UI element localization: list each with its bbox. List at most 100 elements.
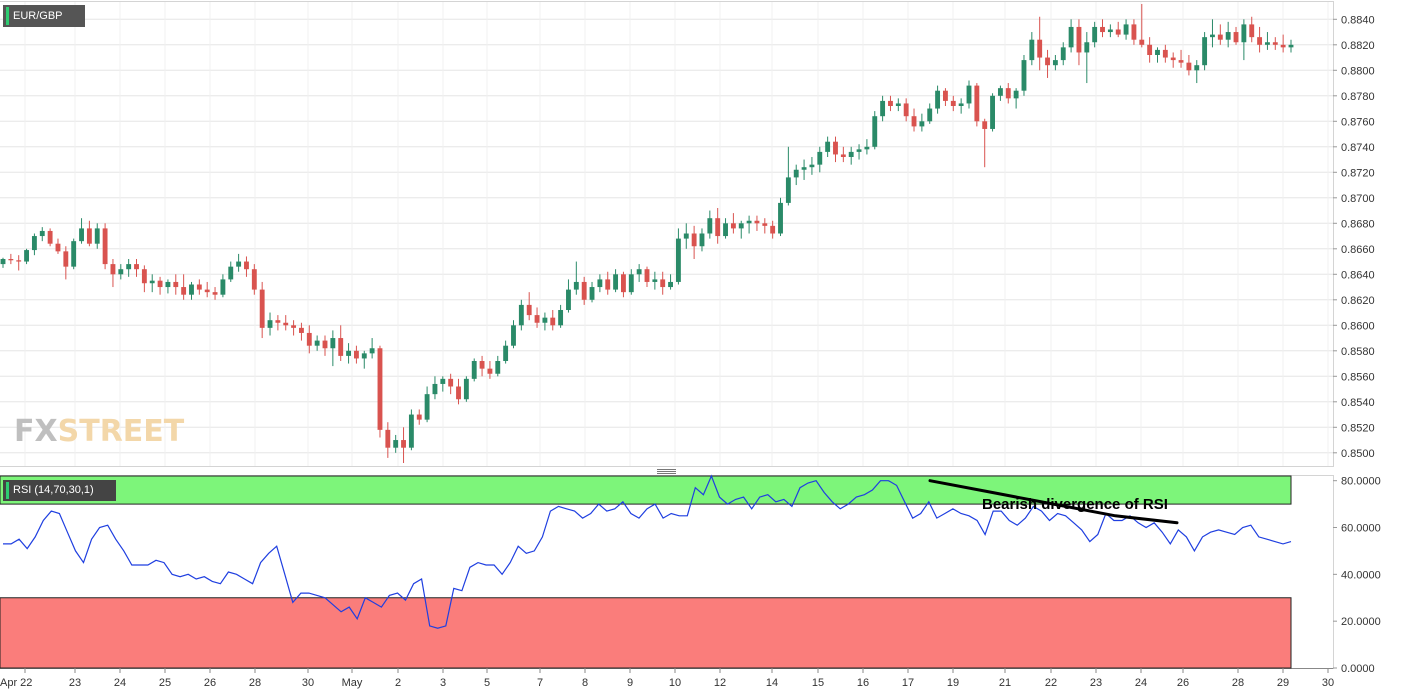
candle-bearish <box>1076 26 1082 53</box>
candle-bearish <box>338 338 344 356</box>
candle-bearish <box>55 243 61 252</box>
candle-bullish <box>872 116 878 147</box>
candle-bullish <box>330 338 336 349</box>
candle-bullish <box>39 230 45 237</box>
candle-bullish <box>997 88 1003 96</box>
x-tick-label: 9 <box>627 677 633 689</box>
candle-bearish <box>283 322 289 326</box>
candle-bearish <box>251 269 257 290</box>
candle-bearish <box>1257 37 1263 45</box>
candle-bullish <box>738 223 744 229</box>
divergence-trendline <box>928 479 1179 525</box>
candle-bearish <box>401 440 406 448</box>
candle-bearish <box>526 304 532 316</box>
candle-bearish <box>1037 39 1043 58</box>
candle-bearish <box>911 116 917 127</box>
candle-bullish <box>236 261 242 267</box>
candle-bearish <box>196 284 202 290</box>
candle-bearish <box>1115 29 1121 35</box>
candle-bullish <box>94 228 100 244</box>
x-tick-label: 17 <box>902 677 914 689</box>
candle-bearish <box>621 274 626 293</box>
price-y-tick-label: 0.8720 <box>1341 167 1375 179</box>
candle-bullish <box>440 378 446 384</box>
candle-bullish <box>126 264 132 270</box>
grid <box>0 2 1333 466</box>
candle-bullish <box>432 383 438 395</box>
candle-bearish <box>974 85 980 122</box>
candle-bullish <box>511 325 516 346</box>
candle-bearish <box>840 154 846 157</box>
candle-bearish <box>47 230 53 244</box>
candle-bullish <box>707 218 713 234</box>
candle-bullish <box>864 146 870 150</box>
candle-bullish <box>463 378 469 400</box>
price-y-tick-label: 0.8500 <box>1341 448 1375 460</box>
candle-bullish <box>1068 26 1074 48</box>
candle-bullish <box>558 310 564 326</box>
candle-bearish <box>730 223 736 229</box>
candle-bullish <box>1194 65 1200 71</box>
candle-bearish <box>1233 32 1239 43</box>
candle-bearish <box>1170 57 1176 61</box>
price-y-tick-label: 0.8740 <box>1341 142 1375 154</box>
price-y-tick-label: 0.8540 <box>1341 397 1375 409</box>
price-y-tick-label: 0.8840 <box>1341 14 1375 26</box>
rsi-indicator-badge[interactable]: RSI (14,70,30,1) <box>3 480 116 501</box>
rsi-line <box>3 474 1292 629</box>
candle-bullish <box>778 202 783 234</box>
x-tick-label: 28 <box>1232 677 1244 689</box>
candle-bearish <box>141 269 147 284</box>
price-y-tick-label: 0.8680 <box>1341 218 1375 230</box>
price-y-tick-label: 0.8780 <box>1341 91 1375 103</box>
candle-bearish <box>982 121 988 129</box>
candle-bullish <box>573 281 579 290</box>
candle-bearish <box>1217 34 1223 40</box>
rsi-y-tick-label: 80.0000 <box>1341 476 1381 488</box>
candle-bullish <box>1052 60 1058 66</box>
rsi-y-tick-label: 40.0000 <box>1341 569 1381 581</box>
x-tick-label: 19 <box>947 677 959 689</box>
candle-bullish <box>1029 39 1035 61</box>
candle-bullish <box>880 100 886 117</box>
candle-bearish <box>581 281 587 300</box>
x-tick-label: 16 <box>857 677 869 689</box>
candle-bearish <box>416 414 422 420</box>
candle-bullish <box>31 236 37 251</box>
candle-bullish <box>1021 60 1027 91</box>
price-y-tick-label: 0.8700 <box>1341 193 1375 205</box>
x-tick-label: May <box>342 677 363 689</box>
candle-bearish <box>1272 42 1278 45</box>
x-tick-label: 26 <box>1177 677 1189 689</box>
x-tick-label: 7 <box>537 677 543 689</box>
candle-bullish <box>990 95 995 129</box>
candle-bearish <box>770 225 776 234</box>
candle-bearish <box>1139 39 1145 45</box>
candle-bearish <box>534 315 540 323</box>
candle-bullish <box>675 238 681 282</box>
candle-bullish <box>613 274 619 290</box>
candle-bearish <box>448 378 454 387</box>
candle-bullish <box>1210 34 1215 38</box>
candle-bearish <box>8 259 14 261</box>
candle-bullish <box>471 361 477 379</box>
candle-bearish <box>1178 60 1184 63</box>
candle-bearish <box>1280 44 1286 48</box>
pane-splitter[interactable] <box>650 467 680 475</box>
candle-bullish <box>424 394 430 420</box>
x-tick-label: 24 <box>1135 677 1147 689</box>
candle-bullish <box>118 269 124 275</box>
candle-bullish <box>856 149 862 152</box>
candle-bearish <box>134 264 139 270</box>
candle-bearish <box>691 233 697 247</box>
candle-bearish <box>212 292 218 295</box>
candle-bearish <box>291 325 297 328</box>
candle-bullish <box>165 281 171 288</box>
candle-bearish <box>1162 49 1168 58</box>
candle-bearish <box>244 261 249 270</box>
candle-bearish <box>762 223 768 226</box>
candle-bearish <box>86 228 92 244</box>
symbol-badge[interactable]: EUR/GBP <box>3 5 85 27</box>
price-y-tick-label: 0.8580 <box>1341 346 1375 358</box>
candle-bearish <box>950 100 956 106</box>
